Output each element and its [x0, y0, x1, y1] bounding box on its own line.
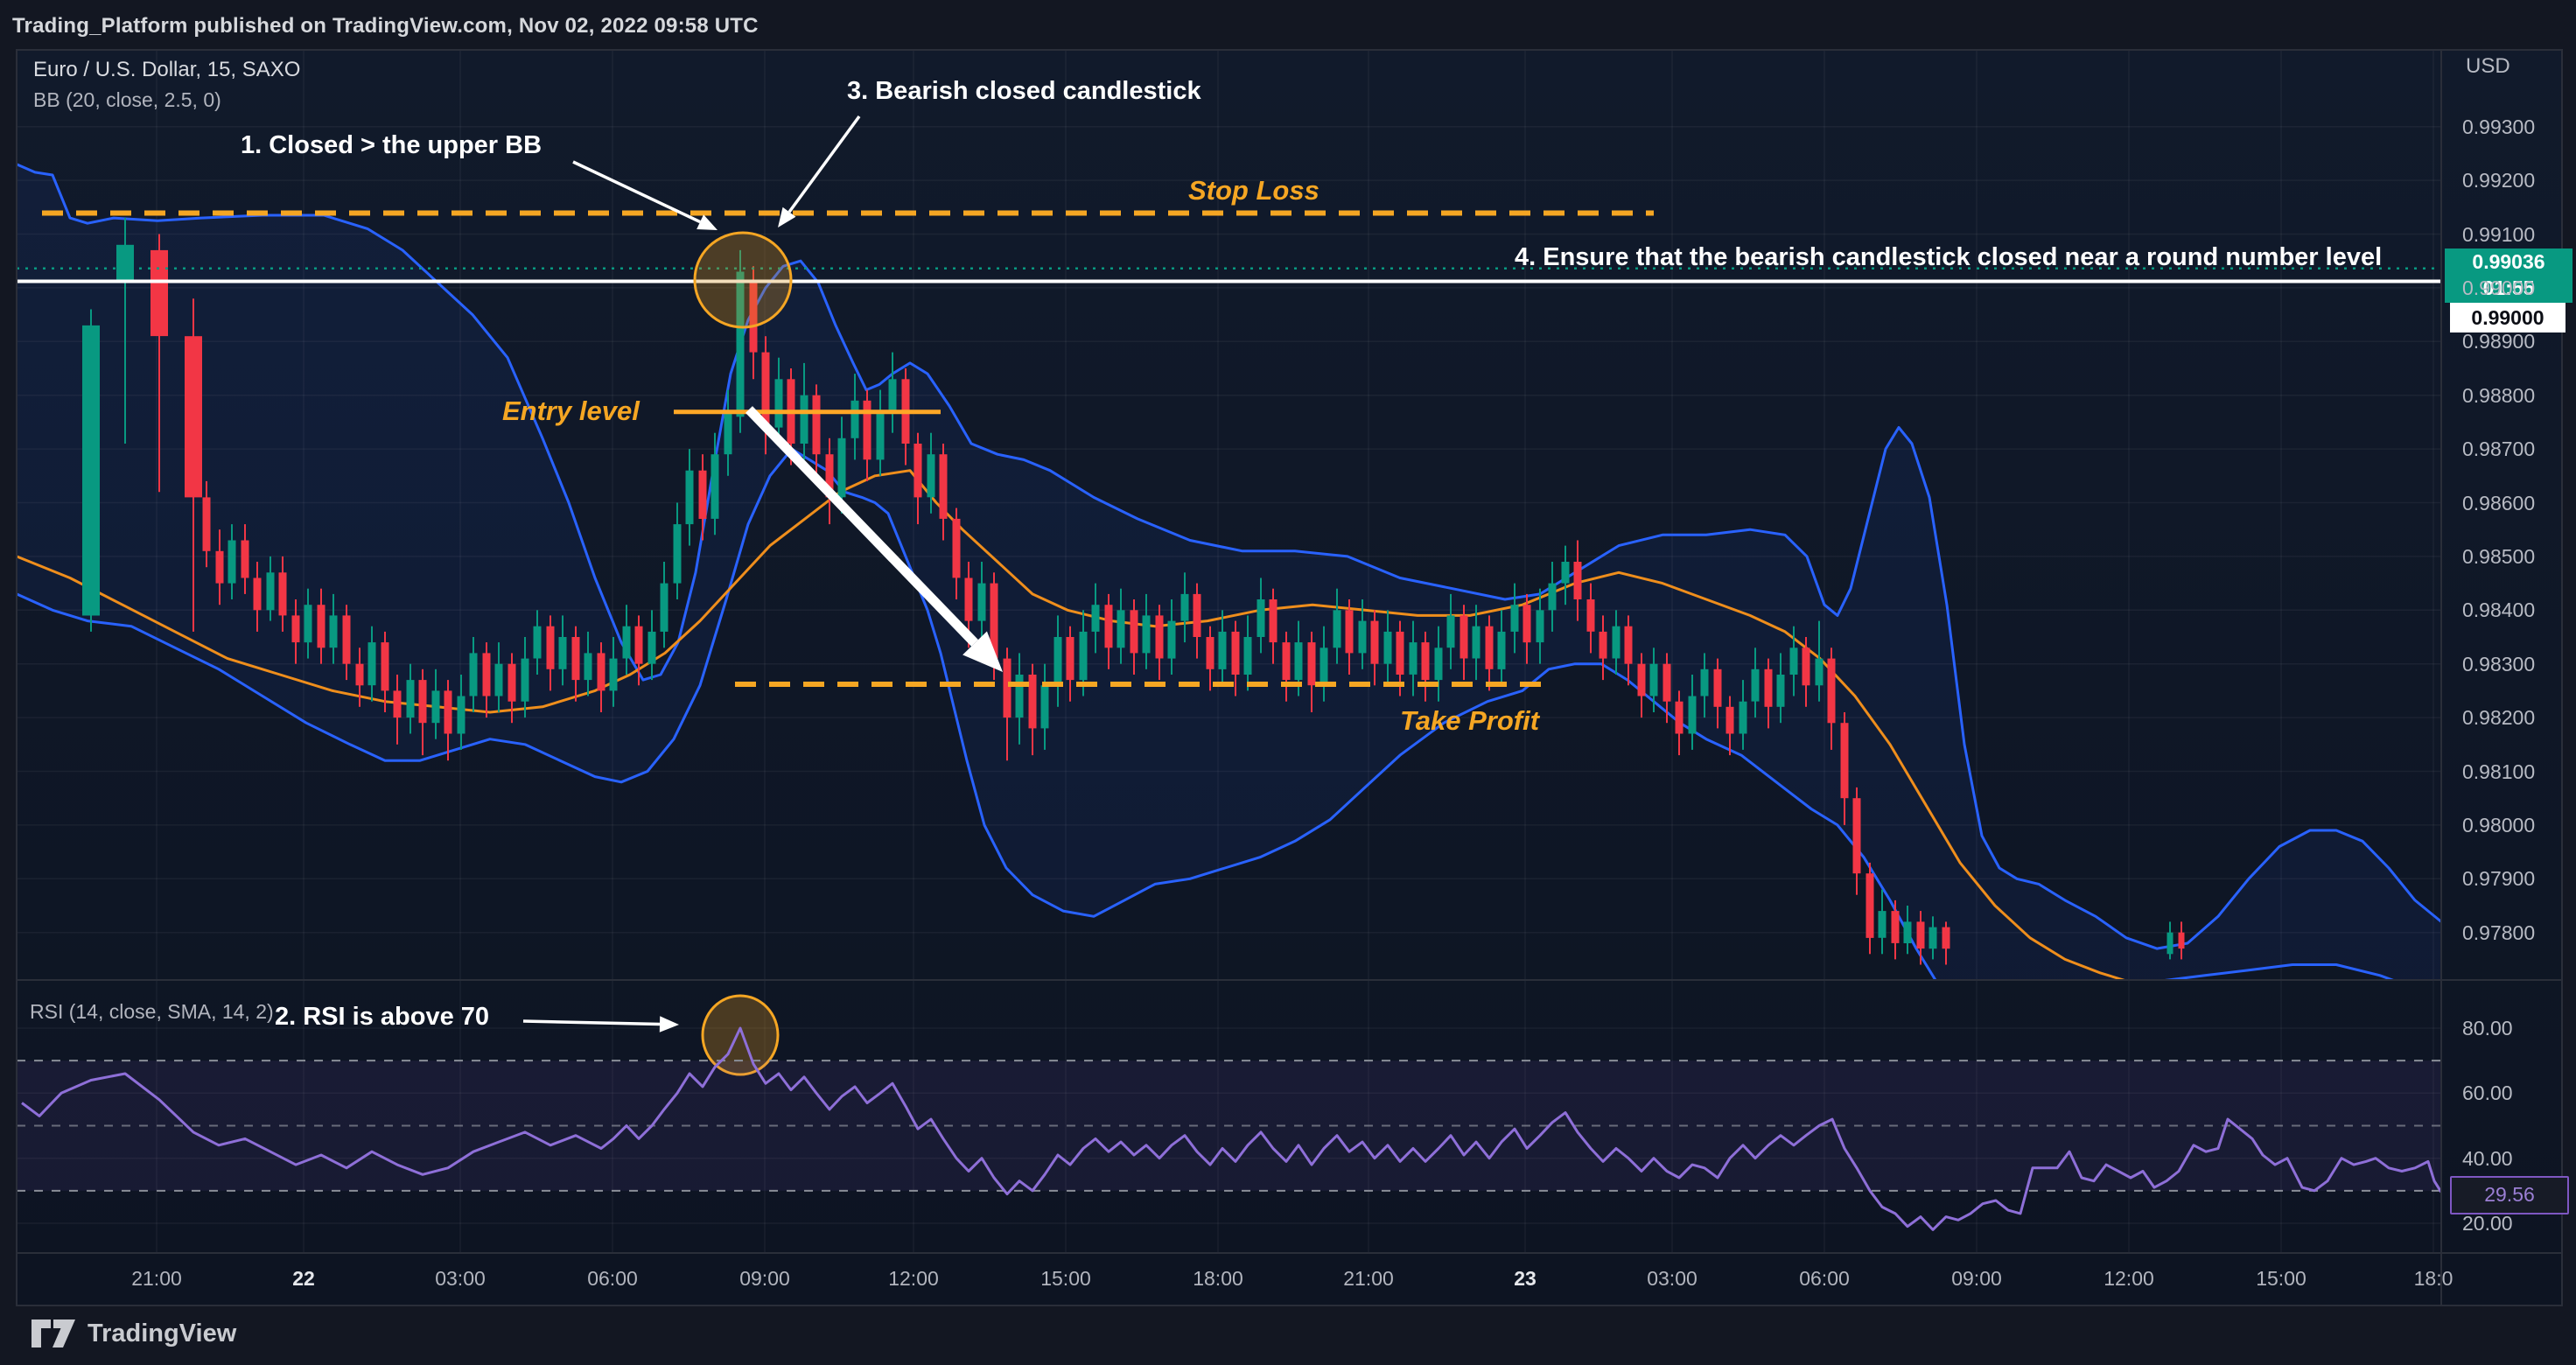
rsi-value-badge: 29.56	[2450, 1176, 2569, 1214]
time-tick: 03:00	[1647, 1267, 1698, 1290]
time-tick: 15:00	[2256, 1267, 2306, 1290]
price-tick: 0.99000	[2462, 276, 2536, 299]
time-tick: 06:00	[587, 1267, 638, 1290]
tradingview-logo-text: TradingView	[88, 1319, 237, 1348]
annotation-closed-above-upper-bb: 1. Closed > the upper BB	[241, 131, 542, 159]
price-tick: 0.98000	[2462, 813, 2536, 836]
last-price-badge: 0.99036 01:55	[2445, 248, 2572, 303]
rsi-tick: 40.00	[2462, 1146, 2513, 1170]
price-tick: 0.98400	[2462, 598, 2536, 622]
price-tick: 0.98600	[2462, 491, 2536, 514]
price-tick: 0.99100	[2462, 222, 2536, 246]
last-price-value: 0.99036	[2472, 250, 2545, 273]
price-tick: 0.98900	[2462, 330, 2536, 354]
time-tick: 09:00	[739, 1267, 790, 1290]
rsi-tick: 60.00	[2462, 1082, 2513, 1105]
symbol-legend[interactable]: Euro / U.S. Dollar, 15, SAXO	[33, 58, 301, 81]
price-tick: 0.98200	[2462, 706, 2536, 730]
time-tick: 03:00	[435, 1267, 486, 1290]
stop-loss-label[interactable]: Stop Loss	[1188, 175, 1320, 206]
time-tick: 09:00	[1951, 1267, 2002, 1290]
price-tick: 0.98100	[2462, 760, 2536, 783]
take-profit-label[interactable]: Take Profit	[1400, 705, 1540, 736]
price-tick: 0.97800	[2462, 920, 2536, 944]
price-tick: 0.99200	[2462, 169, 2536, 192]
price-tick: 0.97900	[2462, 867, 2536, 891]
time-tick-day: 22	[292, 1267, 315, 1290]
round-number-price-badge: 0.99000	[2450, 303, 2566, 332]
price-tick: 0.98700	[2462, 438, 2536, 461]
time-tick: 18:00	[1193, 1267, 1243, 1290]
price-tick: 0.98500	[2462, 544, 2536, 568]
rsi-indicator-legend[interactable]: RSI (14, close, SMA, 14, 2)	[30, 1000, 274, 1023]
candle-countdown: 01:55	[2482, 276, 2535, 299]
tradingview-logo[interactable]: TradingView	[30, 1316, 236, 1351]
rsi-tick: 80.00	[2462, 1017, 2513, 1040]
time-tick: 06:00	[1799, 1267, 1850, 1290]
price-tick: 0.98300	[2462, 652, 2536, 676]
price-tick: 0.98800	[2462, 383, 2536, 407]
time-tick: 18:0	[2413, 1267, 2454, 1290]
time-tick: 12:00	[2104, 1267, 2154, 1290]
rsi-tick: 20.00	[2462, 1212, 2513, 1235]
annotation-bearish-closed-candlestick: 3. Bearish closed candlestick	[847, 77, 1201, 105]
price-tick: 0.99300	[2462, 115, 2536, 138]
time-tick: 15:00	[1040, 1267, 1091, 1290]
price-axis-currency[interactable]: USD	[2466, 54, 2510, 78]
tradingview-logo-icon	[32, 1320, 75, 1348]
bb-indicator-legend[interactable]: BB (20, close, 2.5, 0)	[33, 88, 221, 111]
annotation-rsi-above-70: 2. RSI is above 70	[275, 1003, 490, 1031]
time-tick: 12:00	[888, 1267, 939, 1290]
time-tick: 21:00	[1343, 1267, 1394, 1290]
entry-level-label[interactable]: Entry level	[502, 396, 640, 426]
time-tick: 21:00	[131, 1267, 182, 1290]
annotation-round-number-level: 4. Ensure that the bearish candlestick c…	[1515, 243, 2383, 271]
publish-header: Trading_Platform published on TradingVie…	[12, 14, 759, 38]
time-tick-day: 23	[1514, 1267, 1536, 1290]
